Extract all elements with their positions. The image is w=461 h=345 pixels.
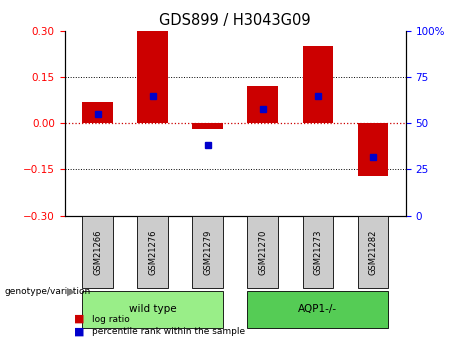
Text: AQP1-/-: AQP1-/-: [298, 304, 337, 314]
Text: log ratio: log ratio: [92, 315, 130, 324]
Text: wild type: wild type: [129, 304, 177, 314]
Text: percentile rank within the sample: percentile rank within the sample: [92, 327, 245, 336]
Text: ■: ■: [74, 327, 84, 337]
Text: ▶: ▶: [67, 287, 75, 296]
Bar: [83, 102, 112, 124]
Text: GSM21282: GSM21282: [368, 229, 377, 275]
Text: GSM21273: GSM21273: [313, 229, 322, 275]
Bar: [302, 216, 333, 288]
Text: GSM21266: GSM21266: [93, 229, 102, 275]
Bar: [83, 290, 223, 328]
Bar: [137, 216, 168, 288]
Bar: [83, 216, 112, 288]
Bar: [358, 216, 388, 288]
Title: GDS899 / H3043G09: GDS899 / H3043G09: [160, 13, 311, 29]
Text: GSM21276: GSM21276: [148, 229, 157, 275]
Bar: [358, 124, 388, 176]
Bar: [248, 87, 278, 124]
Bar: [248, 216, 278, 288]
Bar: [193, 124, 223, 129]
Text: GSM21270: GSM21270: [258, 229, 267, 275]
Text: GSM21279: GSM21279: [203, 229, 212, 275]
Bar: [302, 47, 333, 124]
Bar: [137, 31, 168, 124]
Bar: [193, 216, 223, 288]
Text: ■: ■: [74, 314, 84, 324]
Text: genotype/variation: genotype/variation: [5, 287, 91, 296]
Bar: [248, 290, 388, 328]
